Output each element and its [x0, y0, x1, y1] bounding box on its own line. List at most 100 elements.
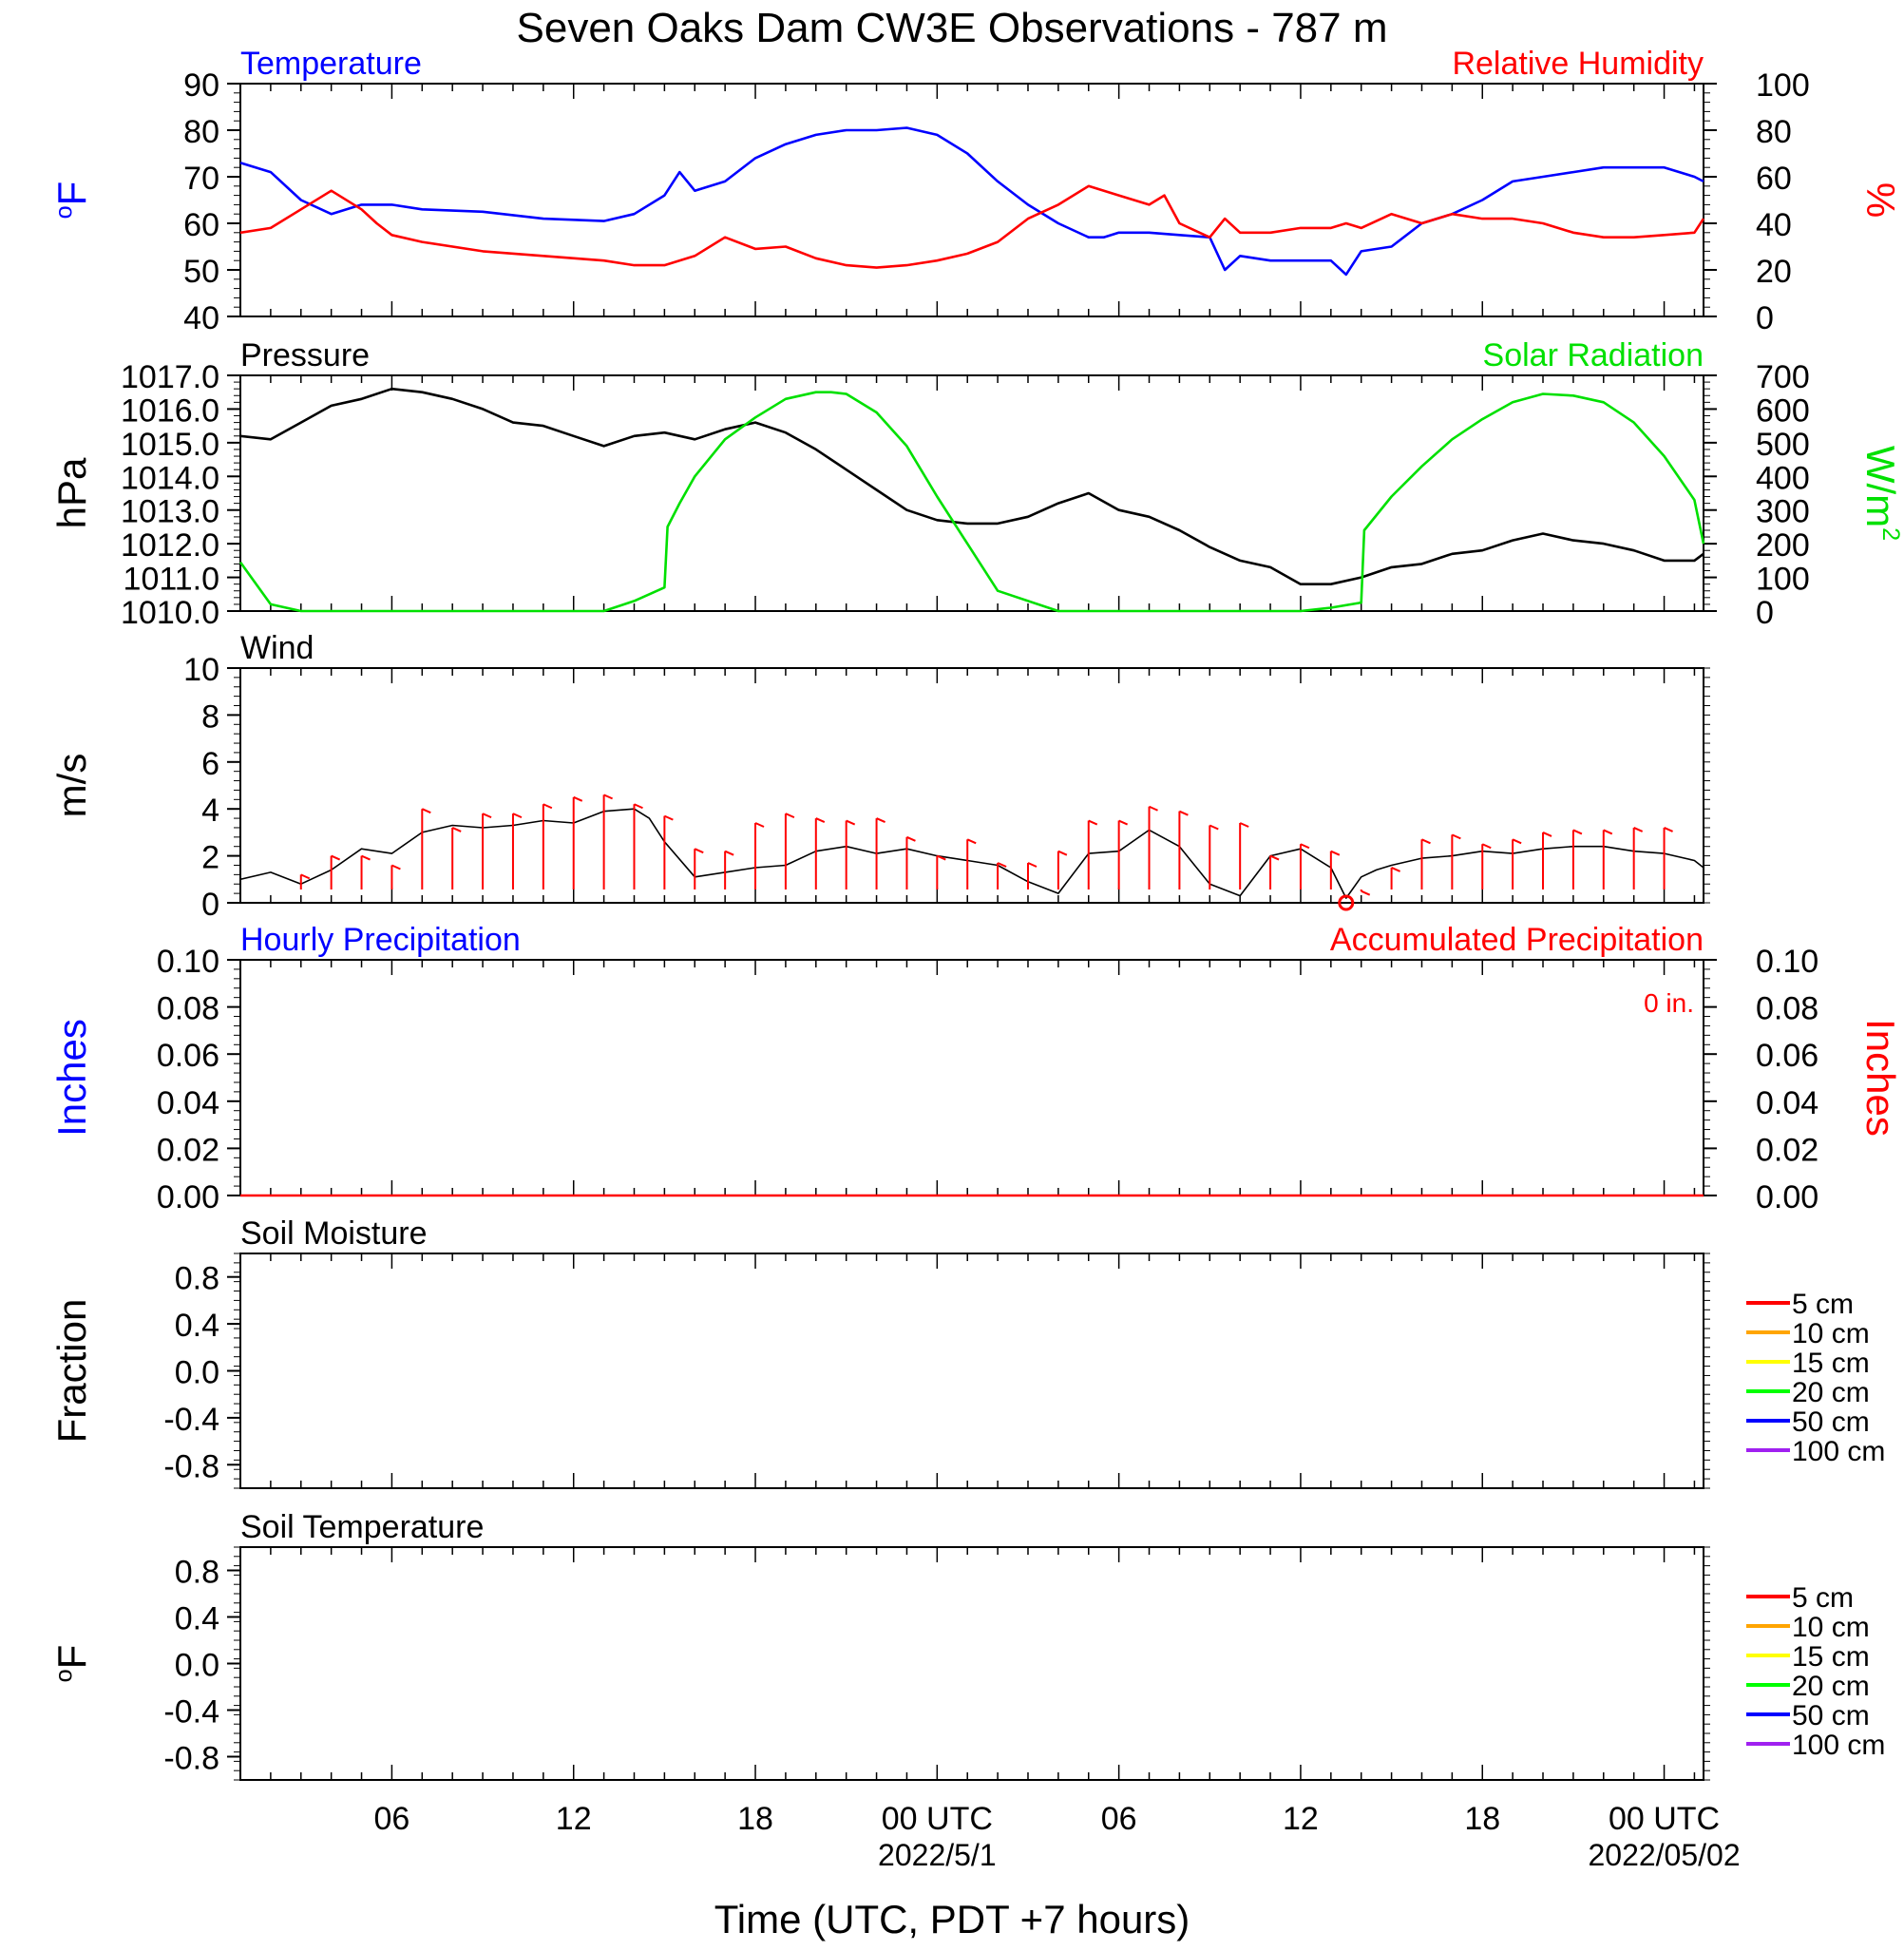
panel-precipitation: 0.10 0.08 0.06 0.04 0.02 0.00 0.10 0.08 0.06 0.04… — [49, 922, 1903, 1215]
wind-barb-flag — [1512, 838, 1522, 845]
panel-right-title: Accumulated Precipitation — [1330, 922, 1704, 958]
y-left-tick-label: -0.4 — [163, 1694, 219, 1731]
panel-frame — [239, 667, 1704, 904]
y-left-tick-label: 80 — [183, 114, 219, 150]
series-line-pressure — [239, 387, 1704, 586]
wind-barb-flag — [1603, 829, 1613, 835]
y-right-tick-label: 0.10 — [1756, 944, 1818, 980]
y-left-tick-label: 1017.0 — [121, 359, 219, 395]
y-left-tick-label: 0.06 — [157, 1038, 219, 1074]
y-right-tick-label: 400 — [1756, 460, 1810, 496]
y-left-tick-label: 8 — [201, 698, 219, 735]
y-right-tick-label: 100 — [1756, 67, 1810, 104]
y-left-tick-label: 0.8 — [175, 1555, 219, 1591]
legend-label: 5 cm — [1792, 1582, 1854, 1614]
series-line-relative-humidity — [239, 184, 1705, 269]
x-tick-date-label: 2022/05/02 — [1588, 1838, 1740, 1872]
panel-left-title: Temperature — [240, 46, 422, 82]
wind-barb-flag — [1361, 889, 1371, 896]
y-right-tick-label: 0.06 — [1756, 1038, 1818, 1074]
y-left-tick-label: 0.0 — [175, 1355, 219, 1391]
series-line-solar-radiation — [238, 391, 1705, 613]
wind-barb-flag — [331, 854, 341, 861]
wind-barb-flag — [1118, 819, 1129, 826]
wind-barb-flag — [543, 803, 553, 810]
y-left-tick-label: 1010.0 — [121, 595, 219, 631]
y-left-tick-label: 10 — [183, 652, 219, 688]
y-right-tick-label: 40 — [1756, 207, 1792, 243]
chart-title: Seven Oaks Dam CW3E Observations - 787 m — [517, 5, 1388, 51]
legend-label: 15 cm — [1792, 1641, 1870, 1673]
y-right-tick-label: 100 — [1756, 562, 1810, 598]
wind-barb-flag — [1178, 810, 1189, 816]
y-right-axis-label: Inches — [1858, 1019, 1903, 1137]
wind-barb-flag — [1451, 833, 1461, 840]
series-line-temperature — [239, 126, 1704, 277]
y-left-tick-label: 0.4 — [175, 1308, 219, 1344]
wind-barb-flag — [1300, 843, 1310, 850]
y-left-tick-label: 0.0 — [175, 1648, 219, 1684]
y-left-tick-label: 0.02 — [157, 1132, 219, 1168]
wind-barb-flag — [482, 813, 492, 819]
y-left-tick-label: 1012.0 — [121, 527, 219, 564]
x-tick-label: 18 — [737, 1801, 773, 1837]
panel-left-title: Soil Temperature — [240, 1509, 484, 1545]
panel-left-title: Wind — [240, 630, 314, 666]
wind-barb-flag — [1633, 827, 1644, 832]
y-left-tick-label: 0.04 — [157, 1085, 219, 1121]
y-right-tick-label: 0 — [1756, 300, 1774, 336]
wind-barb-flag — [724, 850, 734, 856]
wind-barb-flag — [1209, 824, 1219, 831]
y-left-tick-label: 2 — [201, 840, 219, 876]
wind-barb-flag — [846, 819, 856, 826]
legend-label: 50 cm — [1792, 1406, 1870, 1438]
y-left-tick-label: 1016.0 — [121, 392, 219, 429]
y-right-tick-label: 500 — [1756, 427, 1810, 463]
wind-barb-flag — [1481, 843, 1492, 850]
y-left-tick-label: 50 — [183, 254, 219, 290]
wind-barb-flag — [906, 835, 916, 842]
wind-barb-flag — [1088, 819, 1098, 826]
legend-label: 100 cm — [1792, 1730, 1885, 1761]
wind-barb-flag — [421, 808, 431, 814]
wind-barb-flag — [634, 803, 643, 810]
wind-barb-flag — [754, 822, 765, 828]
panel-frame — [239, 374, 1704, 612]
y-left-tick-label: 0.10 — [157, 944, 219, 980]
legend-label: 10 cm — [1792, 1318, 1870, 1349]
panel-left-title: Soil Moisture — [240, 1215, 428, 1252]
y-left-tick-label: 0.08 — [157, 991, 219, 1027]
wind-barb-flag — [512, 813, 523, 819]
y-left-tick-label: 1013.0 — [121, 494, 219, 530]
wind-barb-flag — [1391, 867, 1401, 872]
x-tick-label: 00 UTC — [882, 1801, 993, 1837]
y-right-tick-label: 80 — [1756, 114, 1792, 150]
x-tick-label: 06 — [1101, 1801, 1137, 1837]
y-right-tick-label: 600 — [1756, 392, 1810, 429]
y-left-tick-label: 90 — [183, 67, 219, 104]
y-left-tick-label: -0.4 — [163, 1402, 219, 1438]
wind-barb-flag — [1421, 838, 1431, 845]
panel-left-title: Pressure — [240, 337, 370, 373]
wind-barb-flag — [1027, 862, 1038, 868]
x-tick-label: 06 — [374, 1801, 410, 1837]
y-left-axis-label: oF — [49, 1645, 94, 1683]
wind-barb-flag — [815, 817, 826, 823]
panel-left-title: Hourly Precipitation — [240, 922, 521, 958]
panel-frame — [239, 83, 1704, 317]
wind-barb-flag — [966, 838, 977, 845]
wind-barb-flag — [1149, 805, 1158, 812]
wind-barb-flag — [876, 817, 885, 823]
y-left-tick-label: 1015.0 — [121, 427, 219, 463]
wind-barb-flag — [1057, 850, 1068, 856]
y-right-tick-label: 0.08 — [1756, 991, 1818, 1027]
panel-temperature-rh: 90 80 70 60 50 40 100 80 60 40 20 0 Temperature Relat… — [49, 46, 1903, 336]
y-left-tick-label: 40 — [183, 300, 219, 336]
legend-label: 15 cm — [1792, 1348, 1870, 1379]
legend-label: 10 cm — [1792, 1612, 1870, 1643]
y-right-tick-label: 0.04 — [1756, 1085, 1818, 1121]
panel-frame — [239, 1546, 1704, 1781]
series-line-wind — [239, 808, 1704, 899]
